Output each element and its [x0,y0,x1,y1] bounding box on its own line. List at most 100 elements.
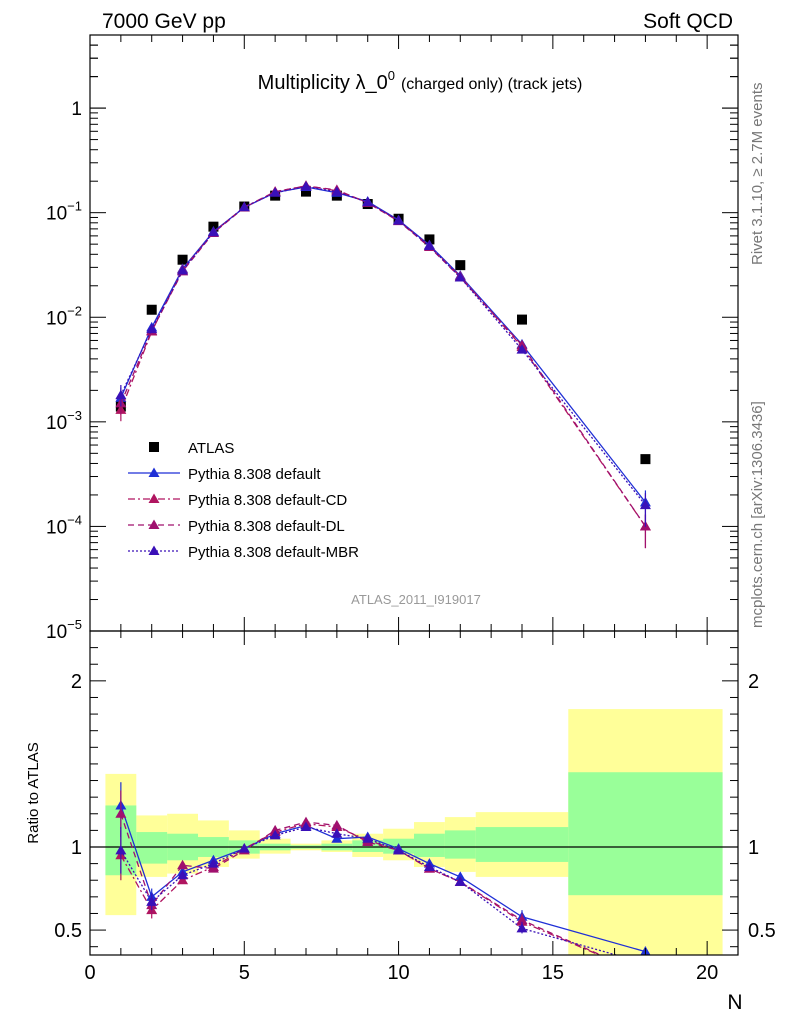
main-data-point [516,344,528,354]
ratio-data-point [238,843,250,853]
ratio-data-point [454,876,466,886]
ratio-series-line-2 [120,823,601,955]
ratio-series [115,782,651,979]
ratio-y-tick-label-right: 1 [748,837,759,859]
x-tick-label: 15 [542,962,564,984]
legend-label: ATLAS [188,440,234,457]
main-series-line-3 [120,185,646,527]
legend-entry-1: Pythia 8.308 default [128,466,321,483]
main-data-point [177,264,189,275]
title-main: Multiplicity λ_0 [258,72,388,94]
category-label: Soft QCD [643,10,733,33]
main-data-point [301,186,311,197]
x-tick-label: 10 [387,962,409,984]
ratio-data-point [207,863,219,873]
main-data-point [146,323,158,334]
main-series-line-1 [120,186,646,503]
legend-entry-4: Pythia 8.308 default-MBR [128,544,359,561]
main-data-point [640,454,651,465]
legend: ATLAS Pythia 8.308 default Pythia 8.308 de… [128,440,359,561]
y-tick-label: 10−4 [46,512,82,538]
main-data-point [424,234,435,245]
stat-band-12 [475,827,569,862]
main-data-point [393,215,405,225]
plot-title: Multiplicity λ_00 (charged only) (track j… [258,68,583,94]
ratio-data-point [269,829,281,840]
legend-label: Pythia 8.308 default-DL [188,518,345,535]
axes: 0 5 10 15 20 1 10−1 10−2 10−3 10−4 10−5 0.5 0.5 1 1 2 2 [46,34,776,984]
uncertainty-bands [105,709,723,955]
main-data-point [362,196,374,207]
title-superscript: 0 [388,68,395,83]
energy-label: 7000 GeV pp [102,10,226,33]
main-data-point [639,499,651,510]
y-tick-label: 10−2 [46,303,82,329]
x-tick-label: 20 [696,962,718,984]
ratio-data-point [331,833,343,843]
legend-marker [148,519,160,529]
ratio-data-point [146,896,158,906]
ratio-data-point [393,844,405,855]
ratio-y-tick-label-right: 0.5 [748,920,776,942]
ratio-data-point [331,819,343,830]
main-data-point [455,260,466,271]
ratio-data-point [115,844,127,855]
ratio-data-point [454,871,466,881]
main-data-point [207,226,219,237]
analysis-id: ATLAS_2011_I919017 [351,592,481,607]
ratio-axis-label: Ratio to ATLAS [25,742,42,843]
ratio-data-point [640,969,651,979]
source-label: mcplots.cern.ch [arXiv:1306.3436] [749,401,766,628]
legend-marker [148,493,160,503]
ratio-frame [89,630,739,956]
main-data-point [454,271,466,282]
main-data-point [269,187,281,197]
ratio-data-point [115,808,127,818]
ratio-y-tick-label: 1 [71,837,82,859]
main-data-point [517,314,527,325]
ratio-data-point [177,859,189,870]
ratio-data-point [640,969,651,979]
main-series [115,180,651,549]
main-data-point [177,254,188,265]
ratio-data-point [423,861,435,871]
y-tick-label: 1 [71,99,82,120]
y-tick-label: 10−5 [46,617,82,643]
main-data-point [146,304,157,315]
stat-band-8 [352,840,384,852]
ratio-data-point [362,833,374,843]
ratio-series-line-4 [120,826,619,955]
stat-band-11 [444,830,476,859]
ratio-data-point [516,922,528,933]
legend-label: Pythia 8.308 default-CD [188,492,347,509]
stat-band-1 [136,832,168,864]
main-frame [89,34,739,632]
ratio-data-point [177,869,189,880]
ratio-series-4 [115,821,651,968]
title-suffix: (charged only) (track jets) [401,76,582,93]
y-tick-label: 10−1 [46,199,82,225]
ratio-y-tick-label-right: 2 [748,671,759,693]
main-series-line-4 [120,185,646,506]
x-tick-label: 5 [239,962,250,984]
ratio-data-point [516,914,528,925]
ratio-data-point [177,874,189,885]
legend-marker [149,442,159,452]
legend-entry-2: Pythia 8.308 default-CD [128,492,347,509]
main-data-point [115,389,127,400]
ratio-data-point [640,958,651,968]
main-data-point [331,186,343,196]
main-data-point [423,240,435,251]
legend-label: Pythia 8.308 default-MBR [188,544,359,561]
legend-marker [148,467,160,477]
rivet-label: Rivet 3.1.10, ≥ 2.7M events [749,83,766,266]
ratio-data-point [300,816,312,827]
ratio-series-line-1 [120,805,646,953]
stat-band-10 [414,833,445,857]
ratio-y-tick-label: 0.5 [54,920,82,942]
legend-entry-0: ATLAS [149,440,234,457]
main-series-4 [115,180,651,527]
stat-band-13 [568,772,723,896]
ratio-data-point [269,824,281,835]
